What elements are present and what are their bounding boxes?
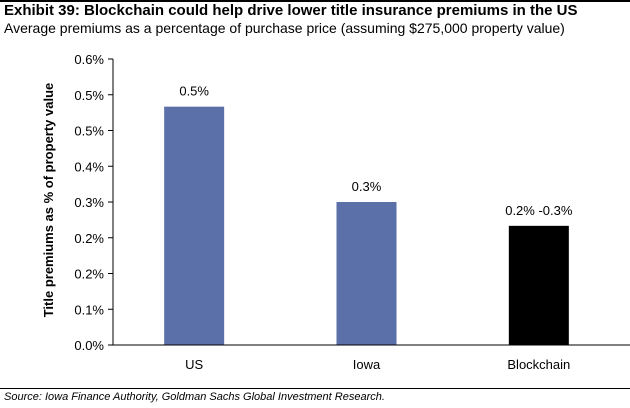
x-tick-label-iowa: Iowa [353, 357, 381, 372]
bottom-rule [0, 388, 630, 389]
y-tick-label: 0.5% [74, 124, 104, 139]
chart-subtitle: Average premiums as a percentage of purc… [4, 20, 565, 36]
y-tick-label: 0.1% [74, 302, 104, 317]
y-tick-label: 0.2% [74, 231, 104, 246]
y-tick-label: 0.2% [74, 267, 104, 282]
bar-chart: 0.0% 0.1% 0.2% 0.2% 0.3% 0.4% 0.5% 0.5% 0.6% 0.5… [41, 52, 630, 372]
bar-blockchain [508, 225, 569, 345]
source-note: Source: Iowa Finance Authority, Goldman … [4, 391, 385, 403]
data-label-blockchain: 0.2% -0.3% [505, 203, 573, 218]
data-label-iowa: 0.3% [352, 179, 382, 194]
y-axis-title: Title premiums as % of property value [41, 83, 56, 318]
x-axis-ticks: US Iowa Blockchain [185, 357, 570, 372]
y-tick-label: 0.0% [74, 338, 104, 353]
y-tick-label: 0.3% [74, 195, 104, 210]
data-label-us: 0.5% [179, 84, 209, 99]
x-tick-label-us: US [185, 357, 203, 372]
y-tick-label: 0.4% [74, 159, 104, 174]
bars [164, 106, 569, 346]
chart-title: Exhibit 39: Blockchain could help drive … [4, 2, 578, 19]
y-axis-ticks: 0.0% 0.1% 0.2% 0.2% 0.3% 0.4% 0.5% 0.5% 0.6% [74, 52, 113, 353]
bar-data-labels: 0.5% 0.3% 0.2% -0.3% [179, 84, 573, 218]
top-rule [0, 0, 630, 2]
bar-iowa [336, 202, 397, 345]
y-tick-label: 0.6% [74, 52, 104, 67]
x-tick-label-blockchain: Blockchain [507, 357, 570, 372]
y-tick-label: 0.5% [74, 88, 104, 103]
bar-us [164, 106, 225, 346]
